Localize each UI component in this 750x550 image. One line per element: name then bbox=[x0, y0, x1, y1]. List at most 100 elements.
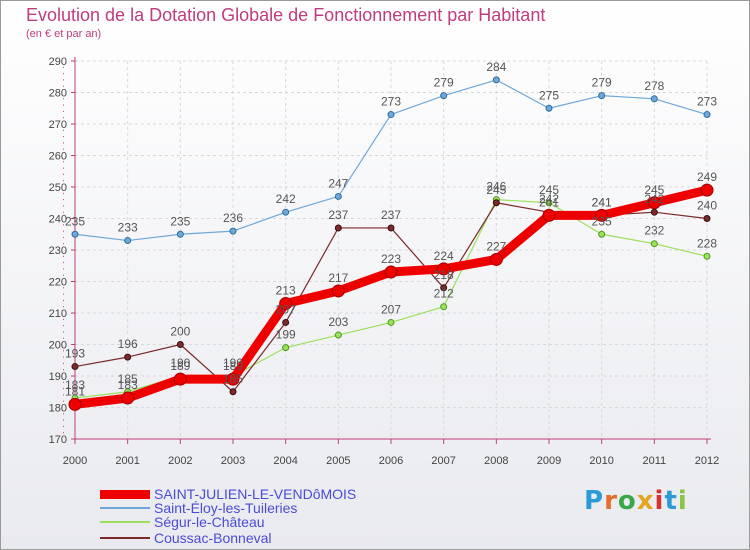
y-minor-tick bbox=[63, 425, 64, 427]
y-minor-tick bbox=[63, 136, 64, 138]
data-point bbox=[282, 318, 290, 326]
legend-swatch bbox=[100, 537, 150, 539]
y-minor-tick bbox=[63, 388, 64, 390]
data-point bbox=[229, 388, 237, 396]
y-tick-label: 200 bbox=[49, 340, 67, 352]
data-point bbox=[440, 92, 448, 100]
proxiti-logo: Proxiti bbox=[584, 486, 688, 516]
data-point bbox=[703, 111, 711, 119]
y-minor-tick bbox=[63, 205, 64, 207]
y-minor-tick bbox=[63, 419, 64, 421]
y-minor-tick bbox=[63, 432, 64, 434]
y-minor-tick bbox=[63, 381, 64, 383]
data-label: 278 bbox=[644, 79, 664, 93]
data-label: 217 bbox=[328, 271, 348, 285]
data-label: 284 bbox=[486, 60, 506, 74]
data-label: 203 bbox=[328, 315, 348, 329]
data-label: 196 bbox=[118, 337, 138, 351]
y-minor-tick bbox=[63, 129, 64, 131]
legend-label: Coussac-Bonneval bbox=[154, 530, 272, 546]
data-label: 235 bbox=[170, 214, 190, 228]
data-label: 246 bbox=[486, 180, 506, 194]
data-point bbox=[598, 230, 606, 238]
data-point bbox=[387, 318, 395, 326]
data-point bbox=[492, 76, 500, 84]
data-label: 181 bbox=[65, 384, 85, 398]
data-label: 183 bbox=[118, 378, 138, 392]
legend-swatch bbox=[100, 521, 150, 523]
y-minor-tick bbox=[63, 350, 64, 352]
y-minor-tick bbox=[63, 236, 64, 238]
data-label: 190 bbox=[223, 356, 243, 370]
data-label: 207 bbox=[381, 302, 401, 316]
data-point bbox=[176, 230, 184, 238]
data-label: 240 bbox=[697, 199, 717, 213]
legend-swatch bbox=[100, 489, 150, 499]
y-minor-tick bbox=[63, 192, 64, 194]
data-point bbox=[489, 252, 503, 266]
data-label: 218 bbox=[434, 268, 454, 282]
data-point bbox=[334, 331, 342, 339]
y-minor-tick bbox=[63, 180, 64, 182]
data-point bbox=[437, 262, 451, 276]
data-label: 275 bbox=[539, 88, 559, 102]
data-point bbox=[703, 215, 711, 222]
y-tick-label: 280 bbox=[49, 88, 67, 100]
data-point bbox=[282, 344, 290, 352]
y-tick-label: 270 bbox=[49, 119, 67, 131]
data-label: 273 bbox=[697, 95, 717, 109]
data-point bbox=[331, 284, 345, 298]
legend-label: Ségur-le-Château bbox=[154, 514, 265, 530]
data-point bbox=[176, 341, 184, 348]
data-label: 232 bbox=[644, 224, 664, 238]
data-point bbox=[703, 252, 711, 260]
y-minor-tick bbox=[63, 394, 64, 396]
y-minor-tick bbox=[63, 161, 64, 163]
data-point bbox=[598, 92, 606, 100]
y-minor-tick bbox=[63, 243, 64, 245]
y-minor-tick bbox=[63, 356, 64, 358]
legend-item-saint-eloy: Saint-Éloy-les-Tuileries bbox=[100, 500, 297, 516]
data-point bbox=[282, 208, 290, 216]
y-minor-tick bbox=[63, 98, 64, 100]
data-label: 189 bbox=[223, 359, 243, 373]
y-tick-label: 230 bbox=[49, 245, 67, 257]
data-point bbox=[71, 230, 79, 238]
data-label: 237 bbox=[328, 208, 348, 222]
y-minor-tick bbox=[63, 369, 64, 371]
y-minor-tick bbox=[63, 400, 64, 402]
data-label: 241 bbox=[539, 195, 559, 209]
data-label: 249 bbox=[697, 170, 717, 184]
data-point bbox=[229, 227, 237, 235]
data-label: 212 bbox=[434, 287, 454, 301]
y-minor-tick bbox=[63, 362, 64, 364]
y-minor-tick bbox=[63, 117, 64, 119]
data-label: 185 bbox=[223, 372, 243, 386]
y-minor-tick bbox=[63, 287, 64, 289]
data-point bbox=[700, 183, 714, 197]
x-tick-label: 2011 bbox=[643, 455, 667, 467]
data-label: 236 bbox=[223, 211, 243, 225]
y-tick-label: 240 bbox=[49, 214, 67, 226]
y-tick-label: 180 bbox=[49, 403, 67, 415]
y-tick-label: 250 bbox=[49, 182, 67, 194]
y-minor-tick bbox=[63, 167, 64, 169]
chart-subtitle: (en € et par an) bbox=[26, 28, 102, 40]
data-point bbox=[492, 199, 500, 207]
y-minor-tick bbox=[63, 293, 64, 295]
data-point bbox=[71, 363, 79, 371]
data-label: 228 bbox=[697, 236, 717, 250]
data-label: 242 bbox=[539, 192, 559, 206]
data-point bbox=[387, 224, 395, 232]
y-minor-tick bbox=[63, 274, 64, 276]
data-label: 245 bbox=[644, 183, 664, 197]
data-label: 213 bbox=[276, 284, 296, 298]
data-point bbox=[279, 297, 293, 311]
data-label: 245 bbox=[486, 183, 506, 197]
x-tick-label: 2002 bbox=[168, 455, 192, 467]
y-minor-tick bbox=[63, 299, 64, 301]
y-minor-tick bbox=[63, 199, 64, 201]
x-tick-label: 2006 bbox=[379, 455, 403, 467]
legend-label: Saint-Éloy-les-Tuileries bbox=[154, 500, 298, 516]
y-minor-tick bbox=[63, 337, 64, 339]
